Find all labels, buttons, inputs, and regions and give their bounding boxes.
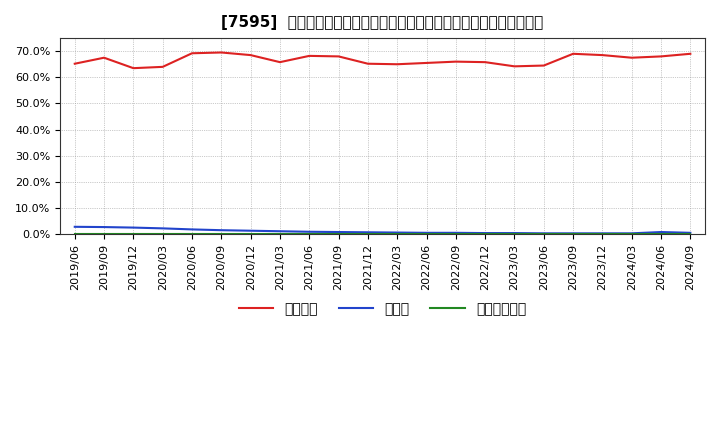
繰延税金資産: [569, 231, 577, 237]
繰延税金資産: [158, 231, 167, 237]
のれん: [217, 227, 225, 233]
自己資本: [422, 60, 431, 66]
繰延税金資産: [539, 231, 548, 237]
のれん: [393, 230, 402, 235]
自己資本: [627, 55, 636, 60]
のれん: [188, 227, 197, 232]
のれん: [686, 230, 695, 235]
自己資本: [188, 51, 197, 56]
のれん: [481, 231, 490, 236]
繰延税金資産: [188, 231, 197, 237]
のれん: [276, 229, 284, 234]
自己資本: [129, 66, 138, 71]
のれん: [364, 230, 372, 235]
のれん: [334, 229, 343, 235]
のれん: [246, 228, 255, 233]
のれん: [158, 226, 167, 231]
繰延税金資産: [100, 231, 109, 237]
繰延税金資産: [246, 231, 255, 237]
のれん: [305, 229, 314, 235]
自己資本: [657, 54, 665, 59]
自己資本: [276, 59, 284, 65]
Title: [7595]  自己資本、のれん、繰延税金資産の総資産に対する比率の推移: [7595] 自己資本、のれん、繰延税金資産の総資産に対する比率の推移: [222, 15, 544, 30]
自己資本: [539, 63, 548, 68]
繰延税金資産: [393, 231, 402, 237]
自己資本: [246, 52, 255, 58]
繰延税金資産: [657, 231, 665, 237]
繰延税金資産: [71, 231, 79, 237]
自己資本: [217, 50, 225, 55]
のれん: [71, 224, 79, 229]
繰延税金資産: [217, 231, 225, 237]
自己資本: [364, 61, 372, 66]
のれん: [569, 231, 577, 236]
自己資本: [481, 59, 490, 65]
自己資本: [569, 51, 577, 56]
自己資本: [510, 64, 519, 69]
のれん: [451, 230, 460, 235]
繰延税金資産: [364, 231, 372, 237]
のれん: [422, 230, 431, 235]
Line: のれん: のれん: [75, 227, 690, 233]
繰延税金資産: [627, 231, 636, 237]
のれん: [627, 231, 636, 236]
自己資本: [71, 61, 79, 66]
繰延税金資産: [276, 231, 284, 237]
繰延税金資産: [510, 231, 519, 237]
のれん: [598, 231, 607, 236]
自己資本: [158, 64, 167, 70]
繰延税金資産: [686, 231, 695, 237]
繰延税金資産: [481, 231, 490, 237]
繰延税金資産: [305, 231, 314, 237]
自己資本: [686, 51, 695, 56]
Legend: 自己資本, のれん, 繰延税金資産: 自己資本, のれん, 繰延税金資産: [233, 296, 532, 321]
繰延税金資産: [334, 231, 343, 237]
Line: 自己資本: 自己資本: [75, 52, 690, 68]
のれん: [510, 231, 519, 236]
のれん: [129, 225, 138, 230]
自己資本: [100, 55, 109, 60]
繰延税金資産: [598, 231, 607, 237]
自己資本: [334, 54, 343, 59]
自己資本: [393, 62, 402, 67]
繰延税金資産: [451, 231, 460, 237]
のれん: [100, 224, 109, 230]
自己資本: [598, 52, 607, 58]
繰延税金資産: [422, 231, 431, 237]
繰延税金資産: [129, 231, 138, 237]
のれん: [657, 229, 665, 235]
自己資本: [305, 53, 314, 59]
自己資本: [451, 59, 460, 64]
のれん: [539, 231, 548, 236]
